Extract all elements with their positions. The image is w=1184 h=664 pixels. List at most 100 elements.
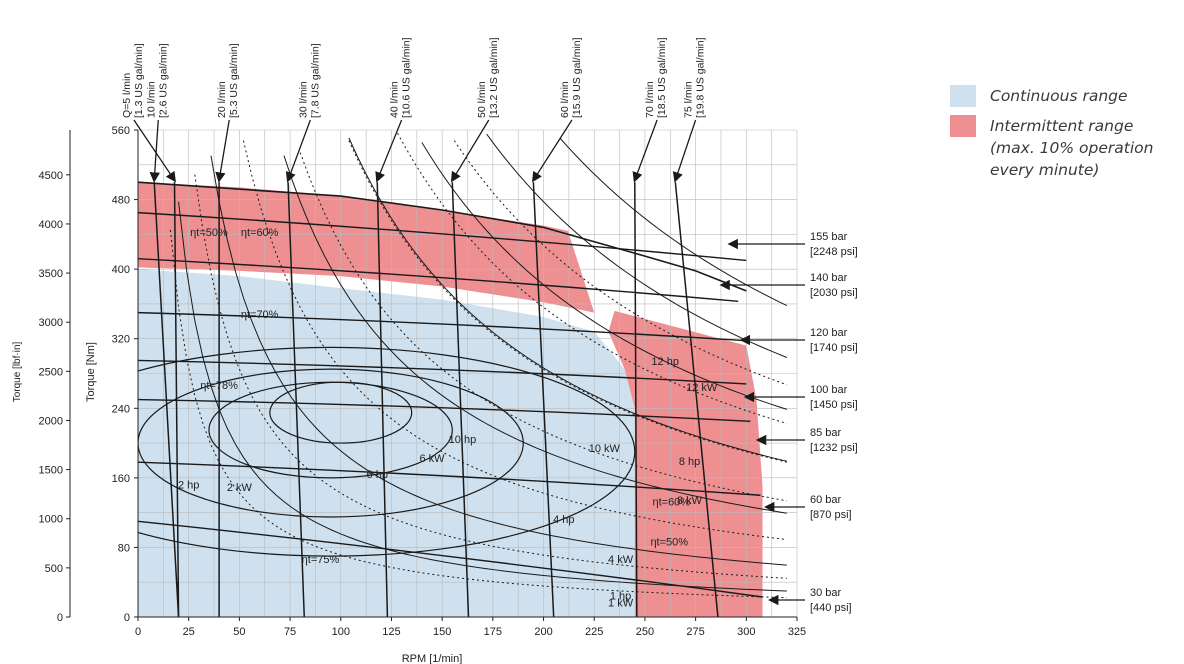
legend-intermittent: Intermittent range (max. 10% operation e… (950, 115, 1184, 181)
curves (138, 132, 788, 617)
flow-label-gal: [1.3 US gal/min] (133, 43, 145, 118)
power-label: 12 hp (651, 356, 679, 368)
flow-line (634, 182, 638, 617)
efficiency-contour (269, 381, 413, 444)
x-tick-label: 325 (788, 626, 806, 638)
flow-label-gal: [7.8 US gal/min] (309, 43, 321, 118)
flow-label: 30 l/min (297, 81, 309, 118)
power-label: 4 kW (608, 554, 634, 566)
efficiency-contour (138, 346, 636, 557)
flow-label-gal: [15.9 US gal/min] (571, 37, 583, 118)
flow-label-gal: [2.6 US gal/min] (157, 43, 169, 118)
power-label: 10 kW (589, 443, 621, 455)
x-tick-label: 225 (585, 626, 603, 638)
pressure-label-psi: [1450 psi] (810, 399, 858, 411)
axes: 0 25 50 75 100 125 150 175 200 225 250 275 300 325 0 80… (39, 125, 807, 638)
y2-tick-label: 4000 (39, 219, 63, 231)
y-tick-label: 160 (112, 473, 130, 485)
legend-swatch-intermittent (950, 115, 976, 137)
y-tick-label: 0 (124, 612, 130, 624)
power-label: 6 kW (419, 453, 445, 465)
flow-label: 75 l/min (683, 81, 695, 118)
flow-arrow (375, 119, 403, 183)
flow-label: 60 l/min (559, 81, 571, 118)
y2-tick-label: 3500 (39, 268, 63, 280)
flow-arrow (632, 119, 658, 183)
legend-continuous: Continuous range (950, 85, 1184, 107)
annotations: Q=5 l/min [1.3 US gal/min] 10 l/min [2.6 US… (121, 37, 858, 614)
y-tick-label: 80 (118, 542, 130, 554)
pressure-label-psi: [870 psi] (810, 509, 852, 521)
power-curve (348, 137, 787, 462)
pressure-label: 120 bar (810, 327, 848, 339)
pressure-label-psi: [1232 psi] (810, 442, 858, 454)
flow-arrow (215, 119, 230, 183)
power-label: 8 kW (677, 495, 703, 507)
x-tick-label: 300 (737, 626, 755, 638)
power-label: 2 hp (178, 479, 199, 491)
pressure-line (138, 398, 751, 423)
power-curve (397, 132, 788, 424)
y-tick-label: 320 (112, 334, 130, 346)
flow-line (153, 182, 180, 617)
power-curve (178, 201, 787, 592)
flow-label: 50 l/min (476, 81, 488, 118)
flow-label-gal: [10.6 US gal/min] (401, 37, 413, 118)
efficiency-label: ηt=78% (200, 380, 238, 392)
x-tick-label: 100 (332, 626, 350, 638)
y-axis-label-nm: Torque [Nm] (85, 342, 97, 402)
x-tick-label: 175 (484, 626, 502, 638)
power-curve (559, 137, 788, 307)
flow-label: 70 l/min (644, 81, 656, 118)
pressure-line (138, 520, 763, 598)
pressure-label: 85 bar (810, 427, 842, 439)
flow-label-gal: [19.8 US gal/min] (695, 37, 707, 118)
power-label: 4 hp (553, 514, 574, 526)
legend: Continuous range Intermittent range (max… (950, 85, 1184, 189)
flow-line (532, 182, 555, 617)
x-tick-label: 25 (183, 626, 195, 638)
power-label: 1 hp (610, 591, 631, 603)
pressure-label: 155 bar (810, 231, 848, 243)
flow-arrow (133, 119, 176, 183)
pressure-label: 60 bar (810, 494, 842, 506)
x-tick-label: 275 (686, 626, 704, 638)
y2-tick-label: 500 (45, 563, 63, 575)
efficiency-label: ηt=60% (652, 497, 690, 509)
flow-label: 40 l/min (389, 81, 401, 118)
x-tick-label: 250 (636, 626, 654, 638)
flow-line (451, 182, 470, 617)
flow-arrow (531, 119, 573, 183)
x-tick-label: 75 (284, 626, 296, 638)
y2-tick-label: 1000 (39, 514, 63, 526)
power-label: 6 hp (367, 469, 388, 481)
flow-label: Q=5 l/min (121, 73, 133, 118)
power-curve (348, 140, 787, 463)
flow-line (173, 182, 180, 617)
y2-tick-label: 2000 (39, 415, 63, 427)
max-torque-boundary (138, 181, 747, 292)
power-curve (299, 152, 787, 502)
efficiency-contour (138, 368, 524, 518)
pressure-line (138, 311, 743, 342)
pressure-label: 140 bar (810, 272, 848, 284)
flow-line (674, 182, 719, 617)
x-tick-label: 200 (534, 626, 552, 638)
efficiency-label: ηt=75% (302, 554, 340, 566)
flow-arrow (450, 119, 490, 183)
pressure-line (138, 359, 747, 385)
y2-tick-label: 0 (57, 612, 63, 624)
x-tick-label: 125 (382, 626, 400, 638)
pressure-label: 30 bar (810, 587, 842, 599)
power-curve (283, 155, 787, 514)
pressure-label-psi: [1740 psi] (810, 342, 858, 354)
x-tick-label: 0 (135, 626, 141, 638)
y-tick-label: 560 (112, 125, 130, 137)
power-curve (453, 140, 788, 386)
y2-tick-label: 2500 (39, 366, 63, 378)
efficiency-label: ηt=50% (190, 227, 228, 239)
y-tick-label: 240 (112, 403, 130, 415)
range-regions (138, 182, 763, 617)
legend-label-continuous: Continuous range (990, 87, 1128, 105)
